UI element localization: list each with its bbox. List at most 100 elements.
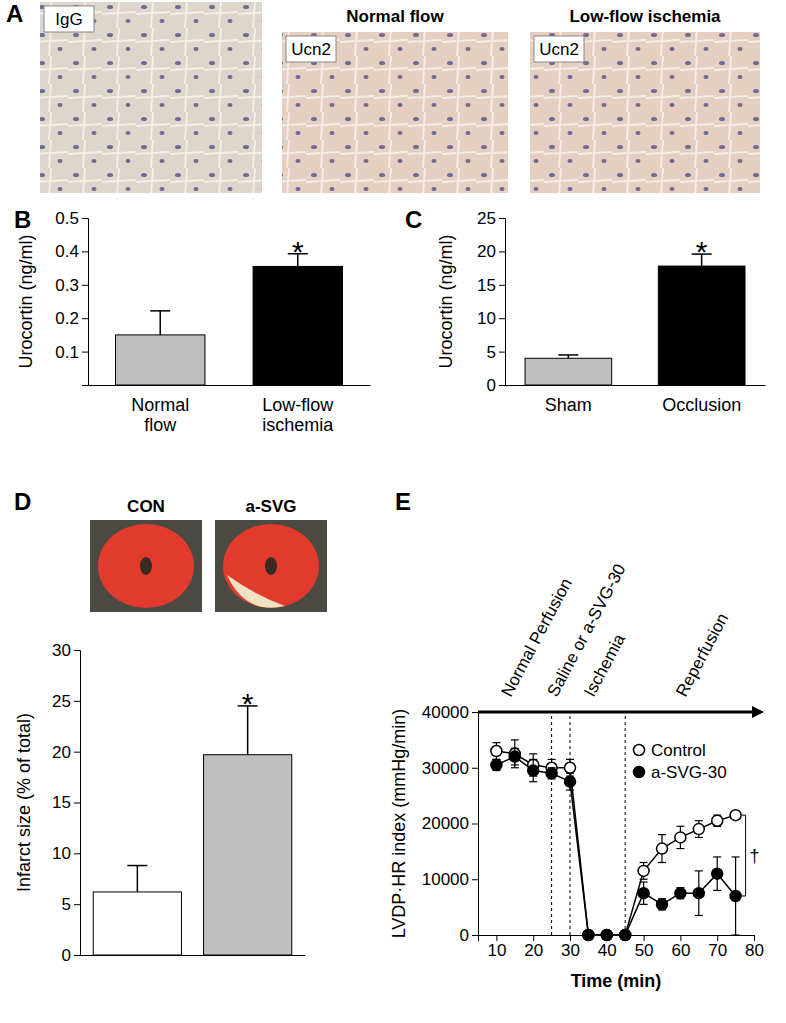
y-tick-label: 15 — [52, 793, 71, 812]
x-tick: 60 — [671, 935, 690, 960]
y-tick-label: 0.1 — [55, 343, 79, 362]
y-tick-label: 5 — [62, 895, 71, 914]
y-axis: 051015202530 — [52, 641, 80, 965]
y-tick-label: 0 — [487, 376, 496, 395]
y-tick-mark — [472, 935, 478, 936]
data-point — [657, 843, 668, 854]
x-tick: 50 — [635, 935, 654, 960]
legend: Control a-SVG-30 — [634, 741, 727, 782]
y-tick: 20000 — [422, 814, 478, 833]
error-bar-cap — [511, 739, 519, 740]
figure-canvas: AIgGUcn2Normal flowUcn2Low-flow ischemia… — [0, 0, 786, 1023]
error-bar-cap — [566, 759, 574, 760]
y-axis-title: Urocortin (ng/ml) — [436, 234, 456, 368]
x-tick: 40 — [598, 935, 617, 960]
bar — [116, 335, 205, 385]
ventricle-lumen — [140, 557, 152, 575]
y-tick-mark — [74, 752, 80, 753]
y-tick-label: 0.5 — [55, 209, 79, 228]
error-bar-cap — [640, 862, 648, 863]
bar — [253, 266, 342, 385]
bar — [658, 266, 745, 385]
panel-letter: B — [14, 206, 31, 233]
plot-area — [525, 254, 745, 385]
significance-mark: * — [242, 687, 254, 720]
legend-entry: Control — [634, 741, 706, 760]
y-tick-mark — [472, 768, 478, 769]
error-bar-cap — [511, 767, 519, 768]
figure: AIgGUcn2Normal flowUcn2Low-flow ischemia… — [0, 0, 786, 1023]
data-point — [509, 751, 520, 762]
data-point — [565, 762, 576, 773]
y-tick: 0 — [460, 926, 478, 945]
data-point — [546, 768, 557, 779]
y-tick-mark — [82, 251, 88, 252]
legend-label: a-SVG-30 — [651, 763, 727, 782]
y-tick: 0 — [62, 946, 80, 965]
error-bar-cap — [529, 781, 537, 782]
legend-label: Control — [651, 741, 706, 760]
data-point — [638, 888, 649, 899]
line-panel: Normal PerfusionSaline or a-SVG-30Ischem… — [389, 561, 764, 991]
y-tick: 5 — [62, 895, 80, 914]
y-tick-mark — [74, 701, 80, 702]
y-tick-mark — [74, 955, 80, 956]
y-tick-mark — [74, 853, 80, 854]
micrograph — [530, 32, 760, 193]
y-tick: 10 — [52, 844, 80, 863]
y-axis-title: Infarct size (% of total) — [14, 713, 34, 892]
y-tick-label: 5 — [487, 343, 496, 362]
y-tick-mark — [499, 285, 505, 286]
error-bar-cap — [511, 764, 519, 765]
y-tick-mark — [82, 318, 88, 319]
series-line — [496, 751, 735, 935]
significance-mark: * — [696, 235, 708, 268]
error-bar-cap — [566, 773, 574, 774]
error-bar-cap — [511, 748, 519, 749]
phase-divider — [570, 712, 571, 935]
x-axis-line — [81, 955, 306, 956]
series — [491, 748, 741, 940]
y-tick-mark — [74, 650, 80, 651]
error-bar-cap — [492, 742, 500, 743]
heart-slice-photo — [90, 520, 202, 612]
x-tick: 70 — [708, 935, 727, 960]
y-tick-label: 15 — [477, 276, 496, 295]
y-tick: 15 — [477, 276, 505, 295]
x-tick: Normalflow — [131, 385, 189, 435]
significance-mark: † — [750, 846, 760, 866]
x-tick-label: 30 — [561, 941, 580, 960]
significance-bracket — [742, 815, 746, 896]
micrograph — [40, 2, 262, 193]
y-tick-mark — [82, 352, 88, 353]
phase-divider — [625, 712, 626, 935]
error-bar-cap — [695, 870, 703, 871]
error-bar-cap — [150, 310, 170, 312]
x-tick-label: Low-flowischemia — [262, 395, 334, 435]
x-tick: 30 — [561, 935, 580, 960]
plot-area — [116, 254, 343, 385]
x-tick-label: Normalflow — [131, 395, 189, 435]
heart-slice — [223, 524, 319, 608]
y-tick-mark — [499, 251, 505, 252]
y-tick-label: 0.3 — [55, 276, 79, 295]
x-axis: 1020304050607080 — [479, 935, 764, 960]
y-tick: 0.4 — [55, 242, 88, 261]
error-bar-cap — [558, 354, 578, 356]
y-tick: 25 — [52, 692, 80, 711]
time-arrow — [478, 711, 758, 714]
y-axis: 0510152025 — [477, 209, 505, 395]
x-tick: Sham — [545, 385, 592, 415]
image-label: a-SVG — [245, 497, 296, 516]
image-label: IgG — [55, 10, 82, 29]
y-axis-title: LVDP·HR index (mmHg/min) — [389, 709, 409, 939]
x-tick-label: 70 — [708, 941, 727, 960]
series-line — [496, 757, 735, 935]
panel-letter: E — [395, 488, 411, 515]
error-bar-stem — [159, 311, 161, 335]
legend-marker — [634, 767, 645, 778]
bar-panel: 0.1 0.2 0.3 0.4 0.5 Normalflow Low-flowischemi… — [16, 209, 371, 435]
y-tick: 0.2 — [55, 309, 88, 328]
error-bar-cap — [695, 837, 703, 838]
heart-slice-photo — [215, 520, 327, 612]
